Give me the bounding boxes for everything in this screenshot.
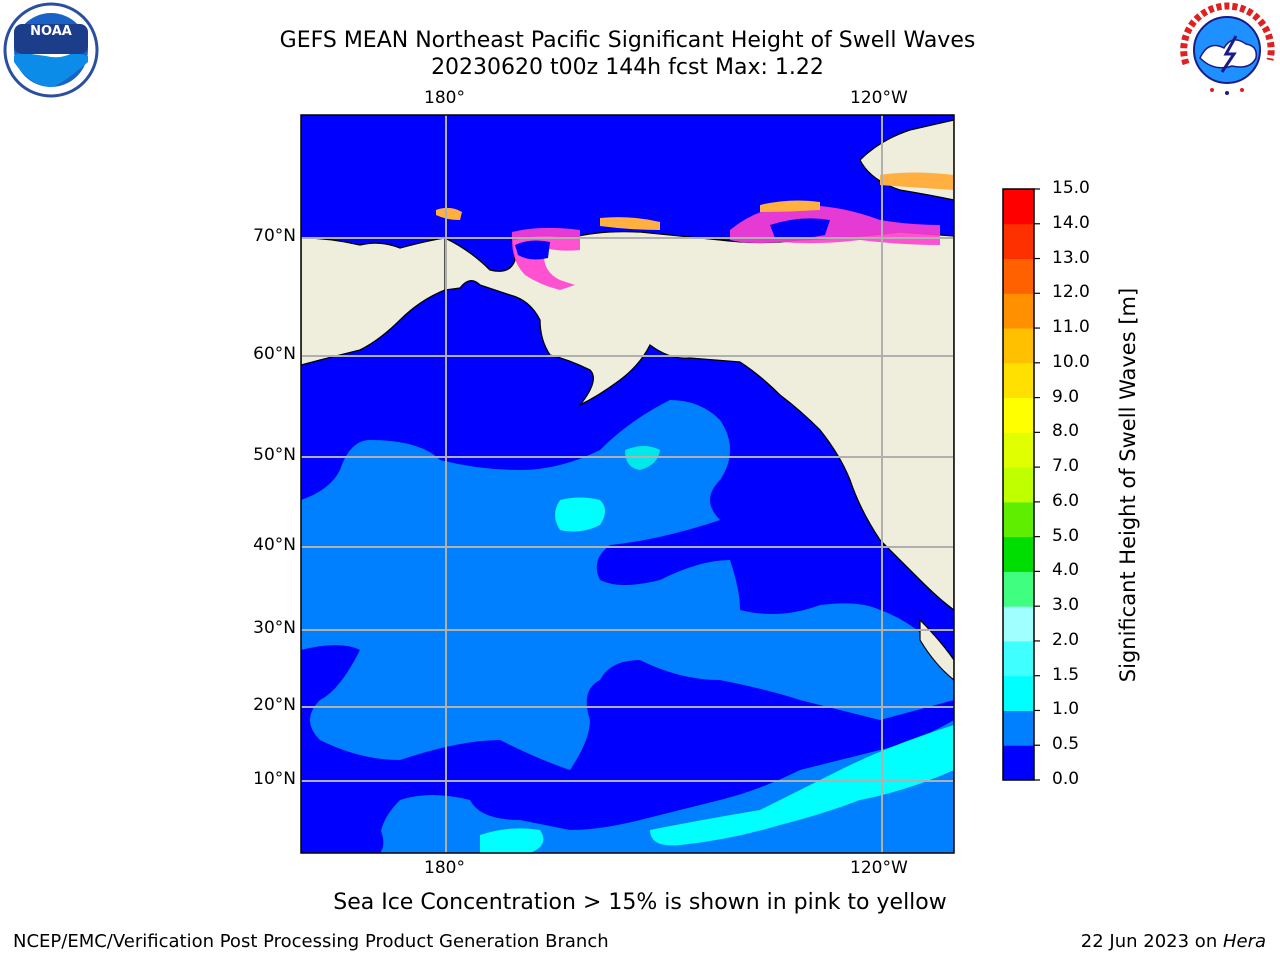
colorbar-title: Significant Height of Swell Waves [m] [1116, 287, 1140, 683]
footer-branch: NCEP/EMC/Verification Post Processing Pr… [13, 931, 609, 952]
high-swell-south [480, 828, 544, 853]
lat-label-40n: 40°N [253, 535, 296, 555]
colorbar-segment [1003, 675, 1034, 711]
colorbar-segment [1003, 362, 1034, 399]
map-area [301, 115, 954, 853]
colorbar-segment [1003, 258, 1034, 294]
low-swell-subtropical-band [301, 645, 954, 853]
colorbar-tick-label: 9.0 [1052, 386, 1080, 407]
map-subtitle: 20230620 t00z 144h fcst Max: 1.22 [431, 55, 824, 80]
noaa-logo: NOAA [3, 2, 99, 98]
siberia-land [301, 237, 446, 366]
colorbar-tick-label: 2.0 [1052, 629, 1080, 650]
graticule [301, 115, 954, 853]
svg-text:NOAA: NOAA [30, 24, 72, 39]
alaska-land [444, 230, 954, 611]
colorbar-tick-label: 5.0 [1052, 525, 1080, 546]
colorbar-segment [1003, 571, 1034, 607]
colorbar-segment [1003, 501, 1034, 538]
high-swell-southeast [650, 725, 954, 846]
colorbar [1003, 188, 1040, 781]
colorbar-tick-label: 10.0 [1052, 351, 1090, 372]
sea-ice-inner-blue [515, 218, 830, 260]
colorbar-segment [1003, 432, 1034, 468]
colorbar-segment [1003, 293, 1034, 329]
sea-ice-caption: Sea Ice Concentration > 15% is shown in … [333, 890, 947, 915]
colorbar-tick-label: 12.0 [1052, 282, 1090, 303]
lat-label-70n: 70°N [253, 226, 296, 246]
bc-coast-land [919, 618, 954, 681]
colorbar-tick-label: 0.5 [1052, 734, 1080, 755]
colorbar-segment [1003, 640, 1034, 677]
colorbar-tick-label: 8.0 [1052, 421, 1080, 442]
low-swell-tropical [301, 790, 384, 853]
colorbar-segment [1003, 606, 1034, 642]
lon-label-top-120w: 120°W [850, 88, 908, 108]
colorbar-segment [1003, 710, 1034, 746]
lon-label-bottom-180: 180° [424, 858, 465, 878]
colorbar-tick-label: 1.0 [1052, 699, 1080, 720]
colorbar-tick-label: 14.0 [1052, 212, 1090, 233]
colorbar-tick-label: 4.0 [1052, 560, 1080, 581]
colorbar-tick-label: 15.0 [1052, 178, 1090, 198]
lat-label-10n: 10°N [253, 769, 296, 789]
colorbar-segment [1003, 467, 1034, 503]
sea-ice-edge-orange [436, 172, 954, 230]
map-frame [300, 114, 955, 854]
colorbar-segment [1003, 328, 1034, 364]
nws-logo [1180, 2, 1275, 96]
colorbar-segment [1003, 536, 1034, 572]
colorbar-frame [1002, 188, 1035, 781]
colorbar-tick-label: 7.0 [1052, 456, 1080, 477]
colorbar-segment [1003, 397, 1034, 433]
colorbar-segment [1003, 745, 1034, 781]
lat-label-30n: 30°N [253, 618, 296, 638]
lon-label-bottom-120w: 120°W [850, 858, 908, 878]
footer-date: 22 Jun 2023 on Hera [1080, 931, 1266, 952]
colorbar-segment [1003, 223, 1034, 260]
lat-label-60n: 60°N [253, 344, 296, 364]
lon-label-top-180: 180° [424, 88, 465, 108]
high-swell-mid-pacific [555, 497, 605, 532]
colorbar-tick-label: 13.0 [1052, 247, 1090, 268]
colorbar-tick-label: 0.0 [1052, 769, 1080, 789]
colorbar-tick-label: 1.5 [1052, 664, 1080, 685]
colorbar-tick-label: 11.0 [1052, 317, 1090, 338]
colorbar-tick-label: 3.0 [1052, 595, 1080, 616]
lat-label-50n: 50°N [253, 445, 296, 465]
colorbar-tick-label: 6.0 [1052, 490, 1080, 511]
colorbar-segment [1003, 189, 1034, 225]
lat-label-20n: 20°N [253, 695, 296, 715]
map-title: GEFS MEAN Northeast Pacific Significant … [279, 28, 976, 53]
footer-host: Hera [1222, 931, 1266, 952]
